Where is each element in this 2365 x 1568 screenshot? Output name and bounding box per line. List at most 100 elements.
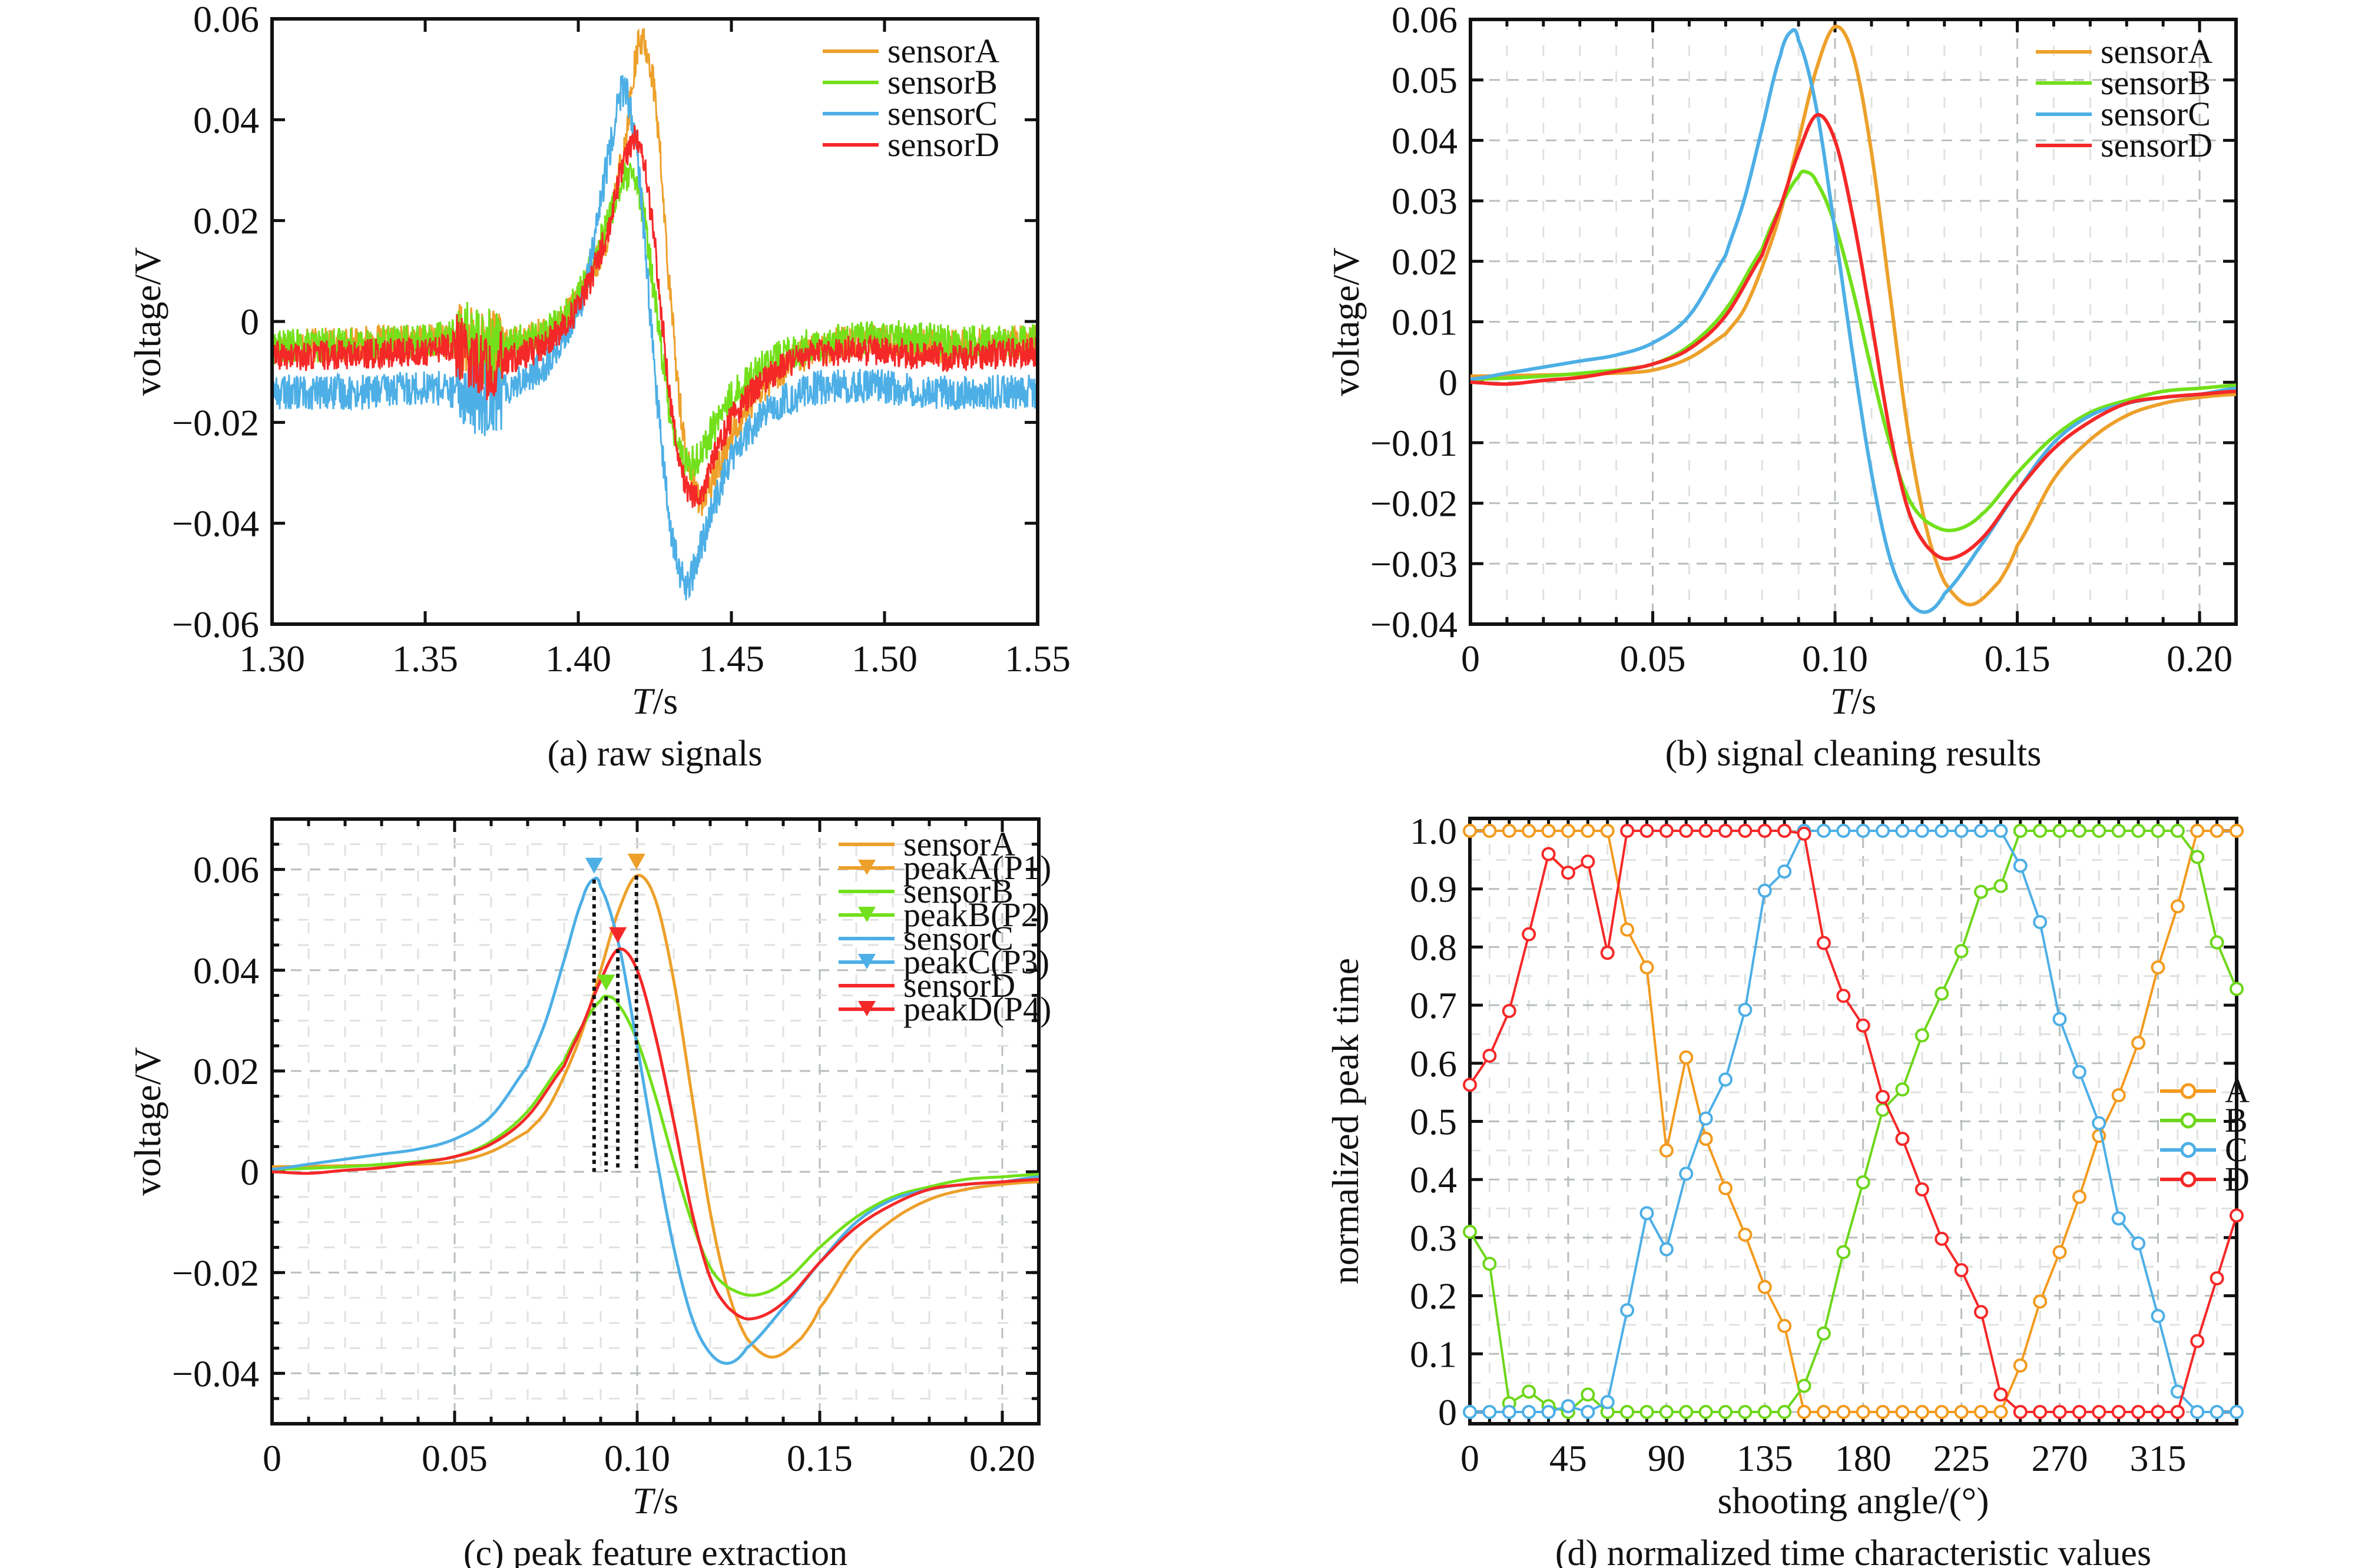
- series-line-C: [1470, 830, 2237, 1414]
- data-point: [2033, 914, 2048, 929]
- x-axis: 0 0.05 0.10 0.15 0.20: [263, 819, 1041, 1479]
- data-point: [1935, 1231, 1949, 1246]
- y-tick-label: 0.9: [1410, 868, 1457, 910]
- x-tick-label: 315: [2129, 1437, 2186, 1479]
- y-tick-label: 0.04: [193, 99, 259, 141]
- data-point: [2052, 824, 2067, 838]
- data-point: [1914, 1405, 1929, 1419]
- legend-entry: sensorB: [2036, 64, 2211, 102]
- data-point: [1974, 884, 1988, 899]
- x-axis-title: T/s: [1830, 680, 1876, 722]
- data-point: [1679, 1405, 1694, 1419]
- y-tick-label: −0.04: [1370, 604, 1458, 645]
- series-line-sensorD: [272, 125, 1038, 508]
- legend-entry: sensorB: [823, 63, 998, 101]
- data-point: [2033, 1294, 2048, 1309]
- x-tick-label: 0.10: [604, 1437, 670, 1479]
- series-line-sensorC: [272, 75, 1038, 601]
- data-point: [1836, 1405, 1851, 1419]
- data-point: [2230, 824, 2244, 838]
- data-point: [1856, 1018, 1870, 1033]
- y-axis: −0.06 −0.04 −0.02 0 0.02 0.04 0.06: [172, 0, 1038, 645]
- data-point: [2052, 1245, 2067, 1259]
- series-line-sensorC: [271, 876, 1039, 1365]
- legend-entry: A: [2160, 1072, 2250, 1110]
- x-axis-title-symbol: T: [632, 680, 655, 722]
- legend-entry: peakC(P3): [839, 943, 1049, 981]
- series-line-sensorC: [1470, 28, 2237, 614]
- data-point: [1816, 936, 1831, 950]
- data-point: [1600, 946, 1615, 960]
- legend-label: sensorB: [887, 63, 998, 101]
- data-point: [1698, 1111, 1713, 1126]
- x-tick-label: 1.55: [1005, 638, 1071, 679]
- data-point: [1522, 1384, 1536, 1399]
- data-point: [1895, 1405, 1910, 1419]
- series-line-B: [1469, 830, 2238, 1414]
- data-point: [2013, 824, 2028, 838]
- y-tick-label: 0.1: [1410, 1333, 1457, 1375]
- data-point: [2013, 858, 2028, 873]
- data-point: [1954, 944, 1969, 959]
- legend-label: C: [2225, 1131, 2248, 1169]
- data-point: [1698, 1405, 1713, 1419]
- data-point: [1993, 824, 2008, 838]
- legend-label: sensorC: [2101, 95, 2211, 133]
- x-axis-title-symbol: T: [1830, 680, 1854, 722]
- series-line-D: [1469, 830, 2238, 1413]
- data-point: [1463, 1078, 1477, 1092]
- data-point: [2210, 1405, 2224, 1419]
- data-point: [2151, 1309, 2165, 1324]
- data-point: [1777, 864, 1792, 879]
- data-point: [2190, 1405, 2205, 1419]
- data-point: [1895, 824, 1910, 838]
- data-point: [1914, 1028, 1929, 1043]
- data-point: [2210, 935, 2224, 950]
- legend-marker-circle-icon: [2180, 1142, 2197, 1158]
- x-tick-label: 1.45: [698, 638, 764, 679]
- data-point: [1561, 866, 1575, 880]
- series-line-sensorD: [271, 947, 1039, 1321]
- x-tick-label: 0: [1461, 638, 1480, 679]
- data-point: [1876, 824, 1890, 838]
- series-line-sensorB: [272, 163, 1038, 480]
- y-tick-label: 0.06: [193, 849, 259, 891]
- data-point: [1541, 847, 1556, 861]
- data-point: [2092, 1405, 2106, 1419]
- y-tick-label: 0.05: [1392, 59, 1458, 101]
- data-point: [2013, 1405, 2028, 1419]
- y-axis: 0 0.1 0.2 0.3 0.4 0.5 0.6 0.7 0.8 0.9 1.0: [1410, 810, 2237, 1433]
- series-group: [1463, 824, 2244, 1419]
- x-tick-label: 90: [1648, 1437, 1685, 1479]
- y-tick-label: 0.7: [1410, 984, 1457, 1026]
- data-point: [1718, 1181, 1733, 1196]
- data-point: [1797, 1378, 1811, 1393]
- data-point: [2111, 1088, 2126, 1103]
- data-point: [1620, 1303, 1635, 1318]
- data-point: [1757, 1279, 1772, 1294]
- x-tick-label: 0.20: [969, 1437, 1035, 1479]
- panel-caption: (c) peak feature extraction: [463, 1533, 847, 1568]
- data-point: [1856, 1405, 1870, 1419]
- legend-label: sensorA: [887, 32, 999, 70]
- data-point: [1836, 1245, 1851, 1259]
- data-point: [1679, 824, 1694, 838]
- x-tick-label: 0.05: [422, 1437, 488, 1479]
- legend-label: A: [2225, 1072, 2250, 1110]
- legend-entry: sensorC: [839, 919, 1013, 957]
- data-point: [1581, 824, 1595, 838]
- legend-label: peakA(P1): [903, 848, 1051, 887]
- data-point: [1718, 1072, 1733, 1087]
- data-point: [1482, 824, 1497, 838]
- y-tick-label: 0.5: [1410, 1101, 1457, 1143]
- series-group: [271, 874, 1039, 1365]
- data-point: [1502, 1405, 1516, 1419]
- legend-entry: sensorD: [823, 125, 999, 164]
- x-tick-label: 0.10: [1802, 638, 1868, 679]
- y-tick-label: −0.02: [1370, 483, 1458, 525]
- legend-label: sensorA: [2101, 32, 2212, 71]
- data-point: [1581, 854, 1595, 869]
- panel-c-peak-extraction: 0 0.05 0.10 0.15 0.20 −0.04 −0.02 0 0.02 0.04 0.06…: [127, 817, 1051, 1568]
